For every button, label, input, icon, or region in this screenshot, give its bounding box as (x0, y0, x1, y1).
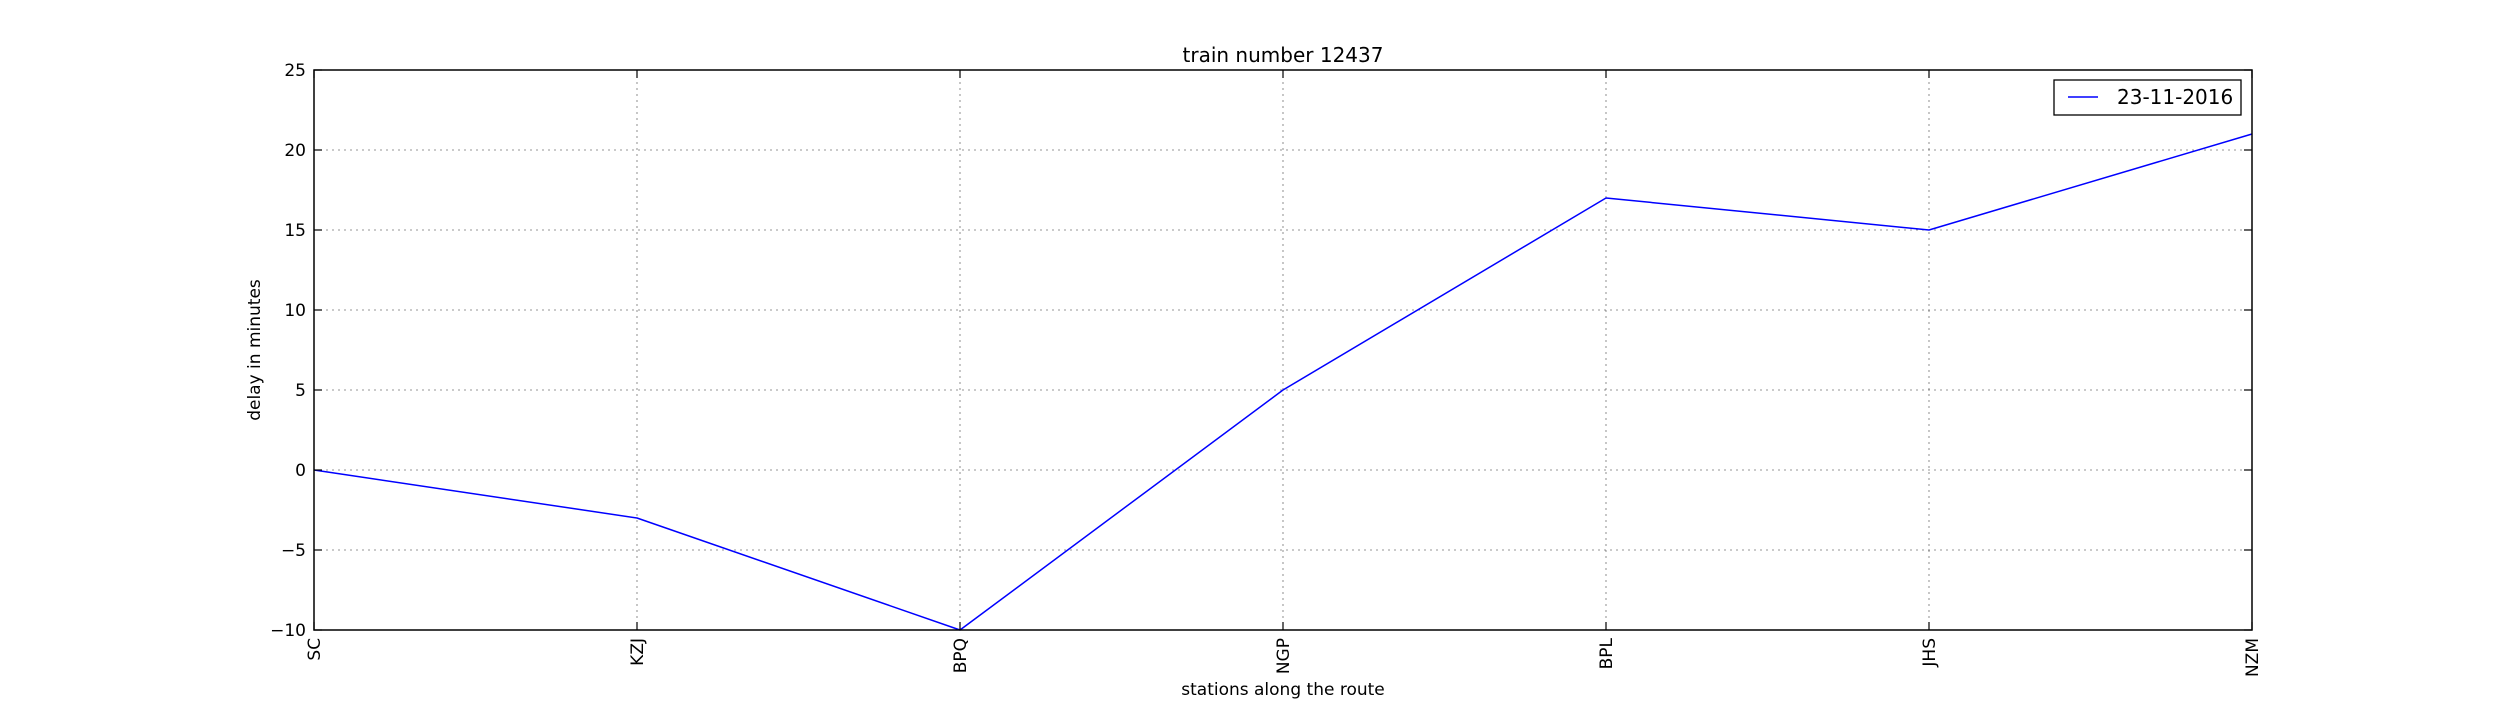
x-tick-label: BPQ (951, 638, 971, 673)
legend-label: 23-11-2016 (2117, 85, 2233, 109)
x-tick-label: NGP (1274, 638, 1294, 674)
x-axis-label: stations along the route (1181, 680, 1385, 700)
x-tick-label: SC (305, 638, 325, 661)
legend: 23-11-2016 (2053, 79, 2242, 116)
y-tick-label: 5 (295, 381, 306, 401)
series-layer (313, 133, 2253, 631)
y-axis-label: delay in minutes (245, 279, 265, 421)
y-tick-label: 25 (284, 61, 306, 81)
y-tick-label: 0 (295, 461, 306, 481)
y-tick-label: 15 (284, 221, 306, 241)
series-line (313, 133, 2253, 631)
y-tick-label: 10 (284, 301, 306, 321)
x-tick-label: NZM (2243, 638, 2263, 677)
x-tick-label: JHS (1920, 638, 1940, 668)
tick-layer: −10 −5 0 5 10 15 20 25 SC KZJ BPQ NGP BPL JHS NZM (270, 61, 2263, 677)
x-tick-label: KZJ (628, 638, 648, 666)
x-tick-label: BPL (1597, 637, 1617, 669)
y-tick-label: −5 (281, 541, 306, 561)
y-tick-label: −10 (270, 621, 306, 641)
chart-title: train number 12437 (1183, 43, 1384, 67)
y-tick-label: 20 (284, 141, 306, 161)
